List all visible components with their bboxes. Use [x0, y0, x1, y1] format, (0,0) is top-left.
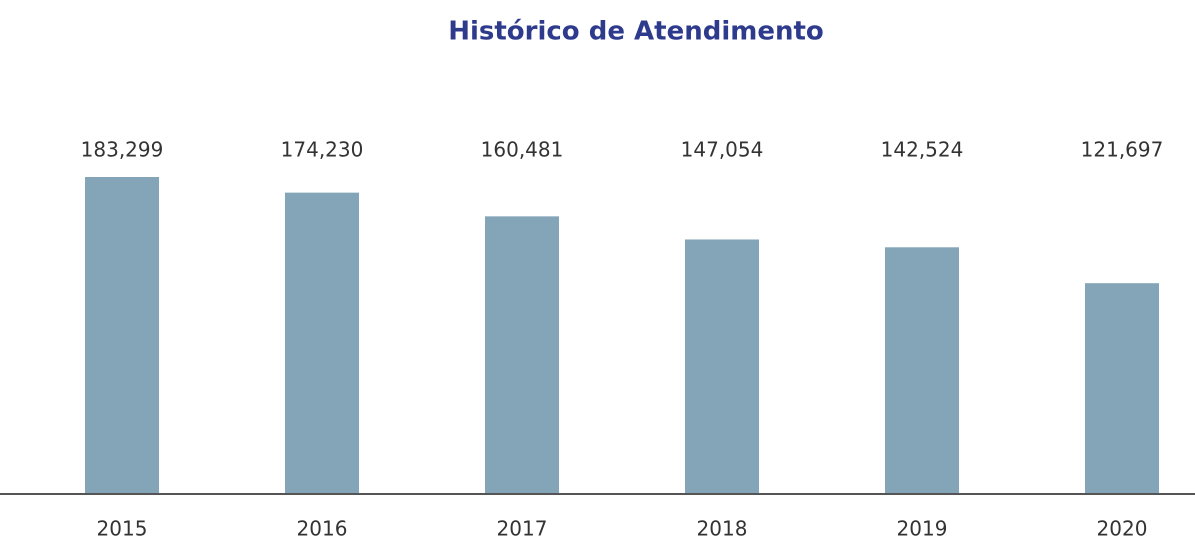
value-label: 121,697 — [1081, 138, 1164, 162]
x-tick-label: 2016 — [297, 517, 348, 540]
bar — [1085, 283, 1159, 493]
bar — [485, 216, 559, 494]
x-tick-label: 2015 — [97, 517, 148, 540]
bar — [685, 239, 759, 493]
value-label: 174,230 — [281, 138, 364, 162]
bar — [85, 177, 159, 493]
value-label: 147,054 — [681, 138, 764, 162]
bar — [885, 247, 959, 493]
value-label: 142,524 — [881, 138, 964, 162]
value-label: 183,299 — [81, 138, 164, 162]
x-tick-label: 2019 — [897, 517, 948, 540]
bar — [285, 192, 359, 493]
value-label: 160,481 — [481, 138, 564, 162]
chart-title: Histórico de Atendimento — [448, 17, 824, 47]
x-tick-label: 2018 — [697, 517, 748, 540]
x-tick-label: 2020 — [1097, 517, 1148, 540]
x-tick-label: 2017 — [497, 517, 548, 540]
